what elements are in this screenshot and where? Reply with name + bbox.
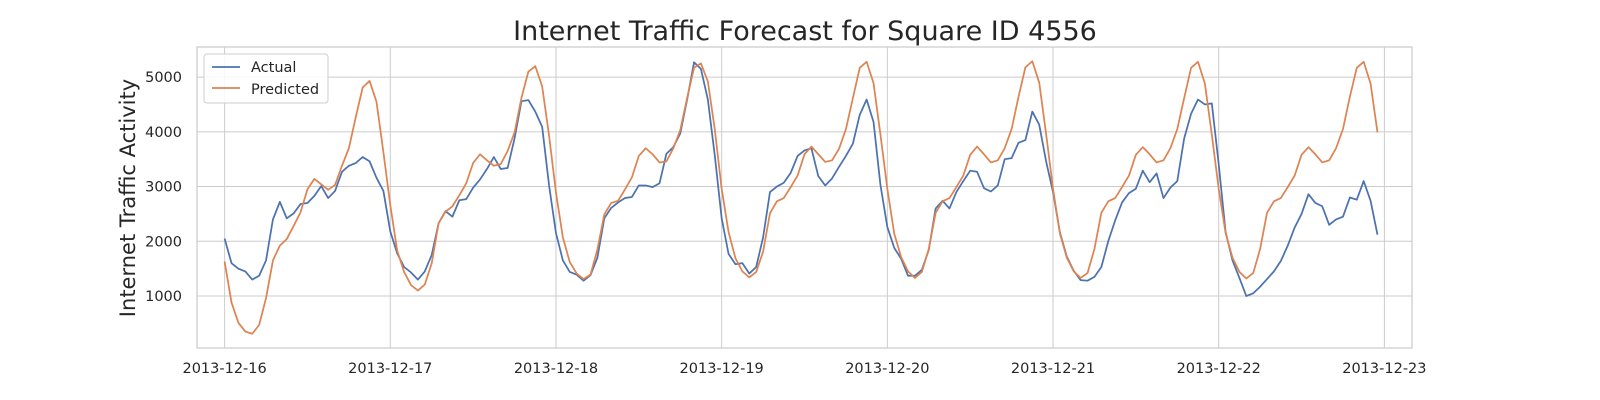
legend: Actual Predicted — [203, 53, 329, 104]
grid — [197, 47, 1412, 348]
series-lines — [223, 60, 1379, 335]
axis-ticks: 2013-12-16 2013-12-17 2013-12-18 2013-12-19… — [145, 70, 1426, 377]
x-tick-label: 2013-12-16 — [182, 361, 266, 377]
x-tick-label: 2013-12-17 — [348, 361, 432, 377]
legend-label-predicted: Predicted — [251, 82, 319, 98]
x-tick-label: 2013-12-18 — [514, 361, 598, 377]
y-axis-label: Internet Traffic Activity — [116, 79, 140, 317]
y-tick-label: 1000 — [145, 289, 182, 305]
x-tick-label: 2013-12-21 — [1011, 361, 1095, 377]
x-tick-label: 2013-12-20 — [845, 361, 929, 377]
y-tick-label: 4000 — [145, 125, 182, 141]
y-tick-label: 5000 — [145, 70, 182, 86]
y-tick-label: 3000 — [145, 180, 182, 196]
x-tick-label: 2013-12-19 — [680, 361, 764, 377]
chart-title: Internet Traffic Forecast for Square ID … — [513, 16, 1097, 47]
x-tick-label: 2013-12-23 — [1342, 361, 1426, 377]
series-line-actual — [223, 61, 1379, 297]
y-tick-label: 2000 — [145, 234, 182, 250]
series-line-predicted — [223, 60, 1379, 335]
plot-frame — [196, 46, 1413, 349]
legend-label-actual: Actual — [251, 60, 296, 76]
x-tick-label: 2013-12-22 — [1177, 361, 1261, 377]
